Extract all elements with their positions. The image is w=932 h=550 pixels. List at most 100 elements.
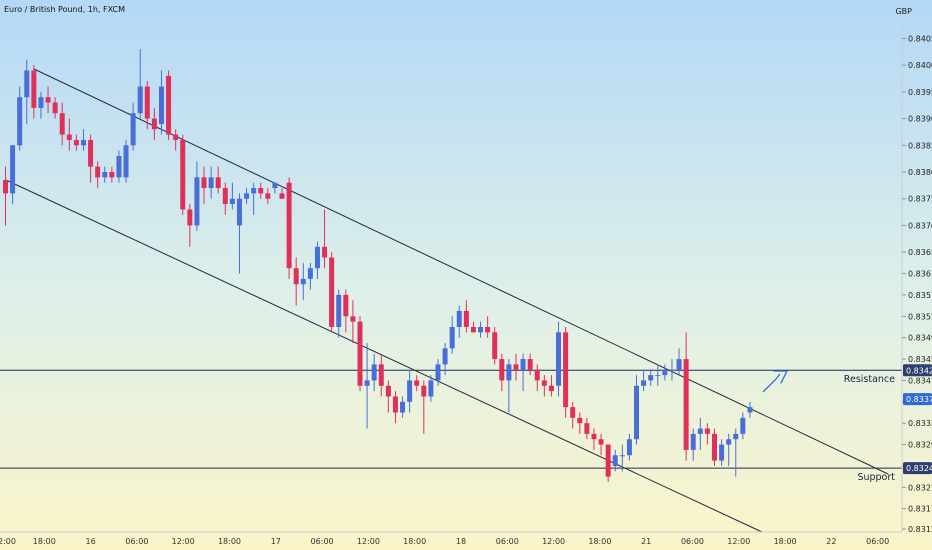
- support-label: Support: [857, 472, 895, 483]
- level-lines: [0, 369, 902, 469]
- resistance-price-tag-text: 0.83429: [906, 366, 932, 375]
- candle-body: [548, 385, 554, 392]
- candle-body: [80, 139, 86, 146]
- candle-body: [45, 97, 51, 103]
- price-tick-label: 0.83490: [908, 334, 932, 343]
- candle-body: [336, 294, 342, 327]
- time-tick-label: 18:00: [33, 537, 56, 546]
- candle-body: [712, 433, 717, 461]
- candle-body: [556, 332, 562, 386]
- price-tick-label: 0.83170: [908, 505, 932, 514]
- channel-lower-line[interactable]: [5, 179, 763, 533]
- candle-body: [357, 321, 363, 386]
- price-tick-label: 0.83650: [908, 248, 932, 257]
- price-tags: 0.83429 0.83375 0.83246: [903, 364, 932, 475]
- time-tick-label: 2:00: [0, 537, 16, 546]
- arrow-head-icon: [773, 370, 788, 384]
- price-tick-label: 0.83132: [908, 525, 932, 534]
- candle-body: [697, 428, 703, 434]
- candle-body: [442, 348, 448, 365]
- candle-body: [222, 188, 228, 205]
- candle-body: [704, 428, 710, 434]
- price-tick-label: 0.83700: [908, 221, 932, 230]
- time-tick-label: 12:00: [727, 537, 750, 546]
- resistance-label: Resistance: [844, 374, 895, 385]
- support-price-tag-text: 0.83246: [906, 464, 932, 473]
- candle-body: [414, 380, 420, 386]
- candle-body: [591, 433, 597, 440]
- price-tick-label: 0.83530: [908, 312, 932, 321]
- chart-title: Euro / British Pound, 1h, FXCM: [4, 5, 125, 14]
- candle-body: [506, 364, 512, 381]
- candle-body: [258, 188, 264, 194]
- time-tick-label: 12:00: [357, 537, 380, 546]
- candle-body: [123, 145, 129, 178]
- candle-body: [293, 268, 299, 285]
- candle-body: [272, 182, 278, 189]
- time-tick-label: 16: [86, 537, 96, 546]
- price-tick-label: 0.83610: [908, 270, 932, 279]
- candle-body: [59, 113, 65, 135]
- candle-body: [137, 86, 143, 114]
- candle-body: [577, 417, 583, 424]
- candle-body: [73, 139, 79, 146]
- candle-body: [719, 444, 725, 461]
- candle-body: [17, 97, 23, 146]
- candle-body: [279, 193, 285, 199]
- time-tick-label: 06:00: [496, 537, 519, 546]
- candle-body: [88, 139, 94, 167]
- price-tick-label: 0.83290: [908, 441, 932, 450]
- support-price-tag: [903, 462, 932, 475]
- candle-body: [364, 380, 370, 386]
- candle-body: [371, 364, 377, 381]
- resistance-price-tag: [903, 364, 932, 377]
- candle-body: [726, 439, 732, 445]
- candle-body: [669, 369, 675, 371]
- candle-body: [314, 246, 320, 269]
- price-tick-label: 0.83950: [908, 88, 932, 97]
- candle-body: [300, 278, 306, 285]
- price-tick-label: 0.83850: [908, 141, 932, 150]
- time-tick-label: 18:00: [403, 537, 426, 546]
- price-tick-label: 0.83570: [908, 291, 932, 300]
- price-axis[interactable]: 0.84050 0.84000 0.83950 0.83900 0.83850 0.838…: [901, 0, 932, 534]
- time-tick-label: 18:00: [218, 537, 241, 546]
- candle-body: [286, 182, 292, 269]
- time-axis[interactable]: 2:00 18:00 16 06:00 12:00 18:00 17 06:00 12:00 18…: [0, 531, 902, 546]
- candle-body: [38, 97, 44, 108]
- candle-body: [690, 433, 696, 450]
- candle-body: [236, 198, 242, 226]
- time-tick-label: 18:00: [588, 537, 611, 546]
- price-tick-label: 0.84000: [908, 61, 932, 70]
- time-tick-label: 12:00: [542, 537, 565, 546]
- candle-body: [215, 177, 221, 189]
- candle-body: [392, 396, 398, 413]
- candle-body: [350, 316, 356, 322]
- candle-body: [329, 257, 335, 327]
- candle-body: [102, 172, 108, 178]
- price-tick-label: 0.84050: [908, 34, 932, 43]
- time-tick-label: 12:00: [172, 537, 195, 546]
- candle-body: [343, 294, 349, 317]
- candle-body: [641, 380, 647, 386]
- candle-body: [66, 134, 72, 140]
- candle-body: [655, 375, 661, 377]
- candle-body: [683, 359, 689, 450]
- candle-body: [676, 359, 682, 370]
- candle-body: [421, 385, 427, 397]
- candle-body: [109, 172, 115, 178]
- candle-body: [747, 407, 753, 413]
- candle-body: [428, 380, 434, 397]
- time-tick-label: 06:00: [125, 537, 148, 546]
- candle-body: [244, 193, 250, 199]
- candle-body: [10, 145, 16, 194]
- candle-body: [3, 180, 8, 194]
- candle-body: [201, 177, 207, 189]
- current-price-tag-text: 0.83375: [906, 395, 932, 404]
- candle-body: [499, 359, 505, 381]
- candle-body: [541, 380, 547, 386]
- candles: [3, 49, 753, 482]
- candle-body: [584, 423, 590, 434]
